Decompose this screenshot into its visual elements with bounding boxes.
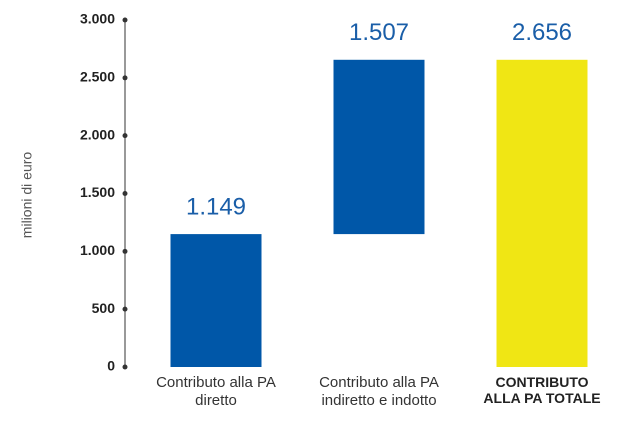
y-tick-mark <box>122 17 128 23</box>
value-label: 2.656 <box>512 19 572 46</box>
y-tick-label: 0 <box>107 358 115 374</box>
x-tick-label: CONTRIBUTO ALLA PA TOTALE <box>483 374 601 406</box>
x-tick-label: Contributo alla PA indiretto e indotto <box>319 374 439 409</box>
y-tick-mark <box>122 364 128 370</box>
bar <box>333 59 425 235</box>
value-label: 1.507 <box>349 19 409 46</box>
y-tick-label: 2.500 <box>80 69 115 85</box>
y-tick-mark <box>122 248 128 254</box>
y-tick-label: 1.500 <box>80 184 115 200</box>
y-tick-label: 3.000 <box>80 11 115 27</box>
y-tick-mark <box>122 75 128 81</box>
x-tick-label: Contributo alla PA diretto <box>156 374 276 409</box>
value-label: 1.149 <box>186 193 246 220</box>
y-tick-label: 500 <box>92 300 116 316</box>
bar <box>496 59 588 367</box>
y-tick-label: 1.000 <box>80 242 115 258</box>
y-tick-mark <box>122 306 128 312</box>
y-tick-label: 2.000 <box>80 126 115 142</box>
y-tick-mark <box>122 133 128 139</box>
y-axis-label: milioni di euro <box>19 152 35 239</box>
bar <box>170 234 262 367</box>
y-tick-mark <box>122 191 128 196</box>
